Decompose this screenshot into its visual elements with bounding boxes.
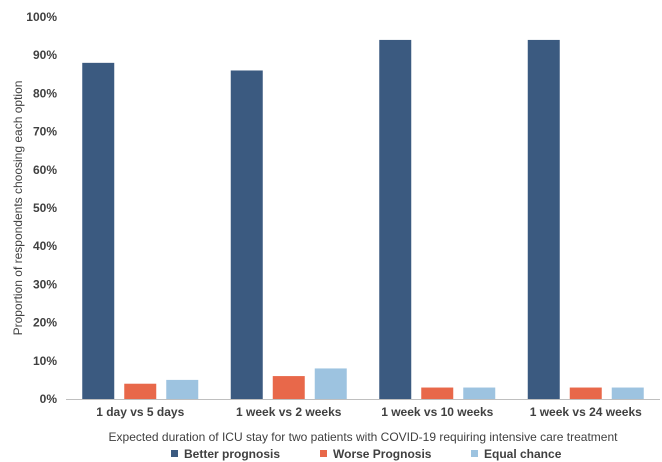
y-tick-label: 0% [40,392,58,406]
y-tick-label: 40% [33,239,57,253]
legend-label: Worse Prognosis [333,447,432,461]
y-tick-label: 50% [33,201,57,215]
y-tick-label: 10% [33,354,57,368]
bar [82,62,115,400]
bar [272,376,305,399]
y-tick-label: 100% [26,10,57,24]
bar [527,39,560,400]
x-tick-label: 1 week vs 10 weeks [381,405,493,419]
y-axis-title: Proportion of respondents choosing each … [11,81,25,336]
legend: Better prognosis Worse Prognosis Equal cha… [171,447,562,461]
bar [314,368,347,399]
y-tick-label: 80% [33,86,57,100]
bar [166,379,199,399]
bar [379,39,412,400]
bar [421,387,454,399]
x-axis-title: Expected duration of ICU stay for two pa… [109,430,619,444]
bar [463,387,496,399]
legend-label: Better prognosis [184,447,280,461]
legend-swatch [320,450,327,457]
bar [230,70,263,399]
bars [82,39,644,400]
legend-swatch [171,450,178,457]
x-tick-label: 1 week vs 2 weeks [236,405,342,419]
x-tick-label: 1 week vs 24 weeks [530,405,642,419]
legend-swatch [471,450,478,457]
y-tick-label: 60% [33,163,57,177]
legend-label: Equal chance [484,447,562,461]
y-axis-ticks: 0% 10% 20% 30% 40% 50% 60% 70% 80% 90% 100% [26,10,57,406]
bar [569,387,602,399]
bar [611,387,644,399]
x-tick-label: 1 day vs 5 days [96,405,184,419]
y-tick-label: 20% [33,316,57,330]
x-axis-category-labels: 1 day vs 5 days 1 week vs 2 weeks 1 week v… [96,405,642,419]
bar [124,383,157,399]
y-tick-label: 30% [33,277,57,291]
y-tick-label: 90% [33,48,57,62]
y-tick-label: 70% [33,125,57,139]
